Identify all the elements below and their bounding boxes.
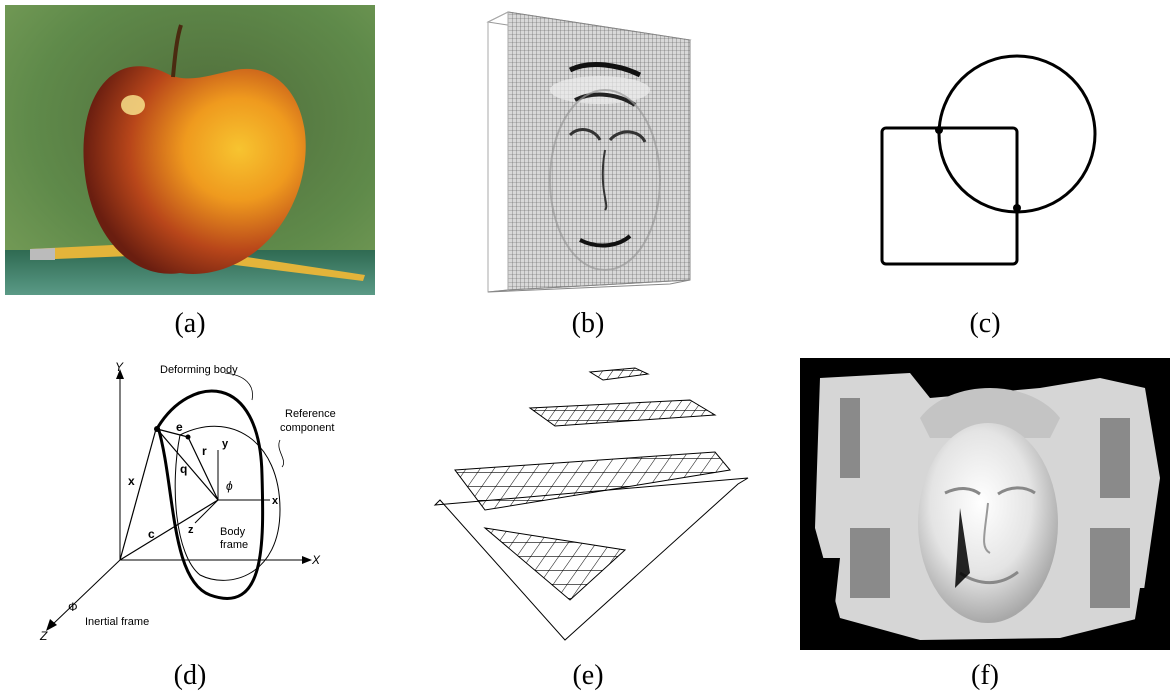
stone-face — [918, 423, 1058, 623]
label-reference-1: Reference — [285, 408, 336, 420]
label-deforming-body: Deforming body — [160, 364, 238, 376]
caption-a: (a) — [174, 308, 206, 339]
caption-c: (c) — [969, 308, 1001, 339]
label-axis-z: z — [188, 524, 194, 536]
panel-f-stone-face-render — [800, 358, 1170, 650]
square-contour — [880, 126, 1019, 266]
label-body-frame-1: Body — [220, 526, 246, 538]
apple-stem — [171, 24, 183, 78]
label-inertial-frame: Inertial frame — [85, 616, 149, 628]
label-vec-e: e — [176, 420, 183, 434]
panel-b-mesh-face — [480, 10, 700, 300]
label-axis-x: x — [272, 495, 279, 507]
label-vec-r: r — [202, 444, 207, 458]
label-axis-y: y — [222, 438, 229, 450]
label-axis-Z: Z — [39, 629, 48, 643]
caption-e: (e) — [572, 660, 604, 691]
label-body-frame-2: frame — [220, 539, 248, 551]
label-axis-Y: Y — [115, 360, 124, 374]
panel-d-deforming-body-diagram: Deforming body Reference component Body … — [30, 355, 360, 645]
caption-d: (d) — [173, 660, 207, 691]
label-axis-X: X — [311, 553, 321, 567]
panel-e-grid-pyramid — [430, 360, 760, 650]
label-vec-q: q — [180, 462, 187, 476]
label-reference-2: component — [280, 422, 334, 434]
label-vec-x: x — [128, 474, 135, 488]
label-vec-c: c — [148, 527, 155, 541]
label-Phi: Φ — [68, 600, 78, 614]
apple — [83, 66, 306, 274]
label-phi: ϕ — [226, 479, 233, 493]
pencil — [30, 243, 365, 281]
panel-c-contours — [870, 50, 1110, 280]
panel-a-apple-image — [5, 5, 375, 295]
caption-f: (f) — [971, 660, 999, 691]
caption-b: (b) — [571, 308, 605, 339]
